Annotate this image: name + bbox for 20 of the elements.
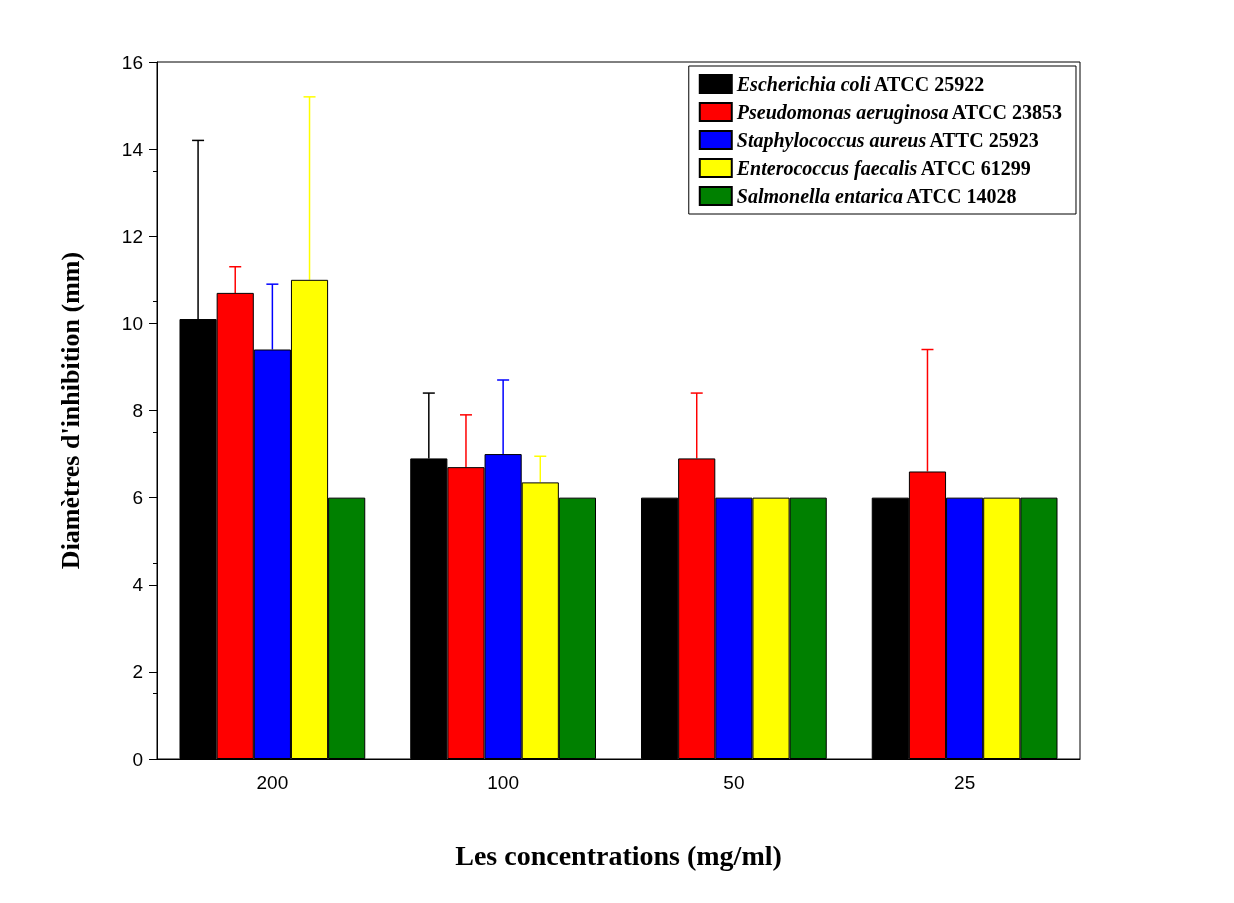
y-tick-label: 12	[121, 225, 143, 247]
y-axis-title: Diamètres d'inhibition (mm)	[55, 251, 85, 570]
y-tick-label: 14	[121, 138, 144, 160]
y-tick-label: 6	[132, 487, 143, 509]
y-tick-label: 8	[132, 400, 143, 421]
y-tick-label: 16	[121, 51, 143, 73]
legend-label: Salmonella entarica ATCC 14028	[736, 185, 1017, 207]
x-tick-label: 25	[954, 772, 976, 793]
y-tick-label: 10	[121, 312, 143, 334]
x-tick-label: 200	[256, 772, 289, 793]
legend-label: Enterococcus faecalis ATCC 61299	[735, 157, 1031, 180]
y-tick-label: 0	[132, 748, 143, 770]
legend-label: Escherichia coli ATCC 25922	[735, 73, 985, 95]
legend-label: Staphylococcus aureus ATTC 25923	[736, 129, 1039, 152]
legend-label: Pseudomonas aeruginosa ATCC 23853	[735, 101, 1062, 124]
x-tick-label: 50	[723, 772, 745, 793]
y-tick-label: 2	[132, 661, 143, 683]
x-axis-title: Les concentrations (mg/ml)	[455, 839, 782, 871]
x-tick-label: 100	[487, 772, 519, 793]
y-tick-label: 4	[132, 574, 144, 596]
